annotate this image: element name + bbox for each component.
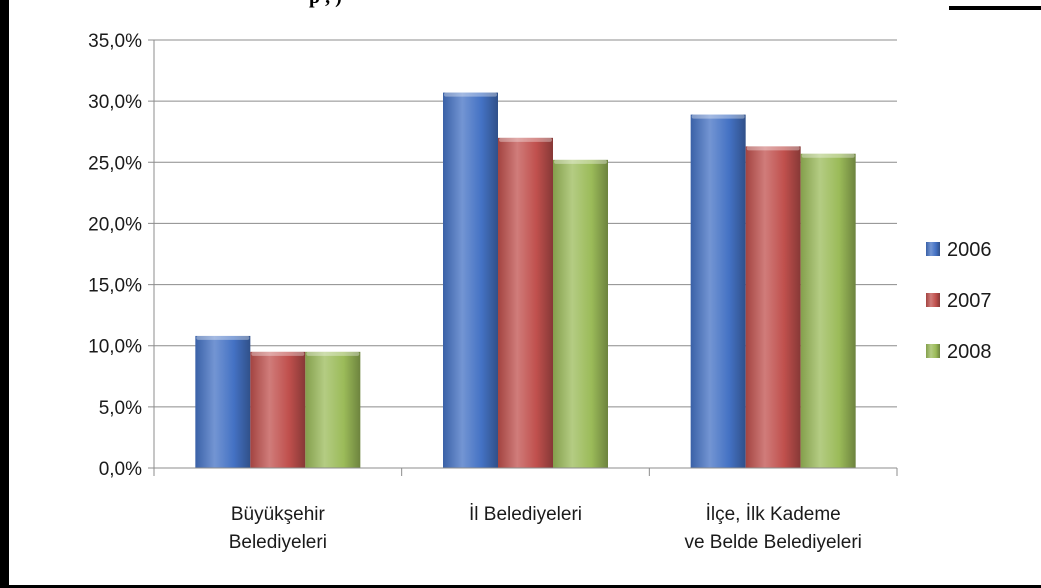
legend-swatch-2008 [926,344,940,358]
y-tick-label: 35,0% [88,31,142,52]
y-tick-label: 30,0% [88,92,142,113]
bar-2007 [745,146,801,469]
bar-2007 [498,137,553,469]
bar-highlight [251,351,305,356]
legend: 2006 2007 2008 [926,239,992,363]
bar-highlight [306,351,360,356]
y-tick-label: 0,0% [99,459,142,480]
y-tick-label: 15,0% [88,276,142,297]
bar-2007 [250,351,306,468]
bars [195,92,856,469]
bar-2008 [800,153,856,468]
y-tick-label: 25,0% [88,153,142,174]
x-category-label: İlçe, İlk Kademe [706,504,841,525]
bar-chart: 0,0% 5,0% 10,0% 15,0% 20,0% 25,0% 30,0% 35,0% B… [88,31,992,553]
top-border-rule [949,6,1041,10]
x-category-label: İl Belediyeleri [469,504,582,525]
legend-swatch-2006 [926,242,940,256]
bar-highlight [746,146,800,151]
y-tick-label: 10,0% [88,337,142,358]
bar-2006 [195,335,251,468]
bar-highlight [691,114,745,119]
bar-highlight [444,92,497,97]
y-tick-label: 5,0% [99,398,142,419]
legend-label: 2006 [947,239,992,261]
x-category-label: ve Belde Belediyeleri [684,532,861,553]
bar-2008 [305,351,361,468]
chart-title-fragment: p , ) [309,0,1041,12]
bar-highlight [554,159,607,164]
bar-highlight [499,137,552,142]
y-axis: 0,0% 5,0% 10,0% 15,0% 20,0% 25,0% 30,0% 35,0% [88,31,155,480]
legend-label: 2008 [947,341,992,363]
bar-highlight [196,335,250,340]
bar-2008 [553,159,608,468]
legend-label: 2007 [947,290,992,312]
y-tick-label: 20,0% [88,214,142,235]
bar-highlight [801,153,855,158]
bar-2006 [690,114,746,468]
bar-2006 [443,92,498,468]
legend-swatch-2007 [926,293,940,307]
x-category-label: Belediyeleri [229,532,327,553]
x-category-label: Büyükşehir [231,504,326,525]
x-axis: Büyükşehir Belediyeleri İl Belediyeleri İlç… [153,467,898,553]
